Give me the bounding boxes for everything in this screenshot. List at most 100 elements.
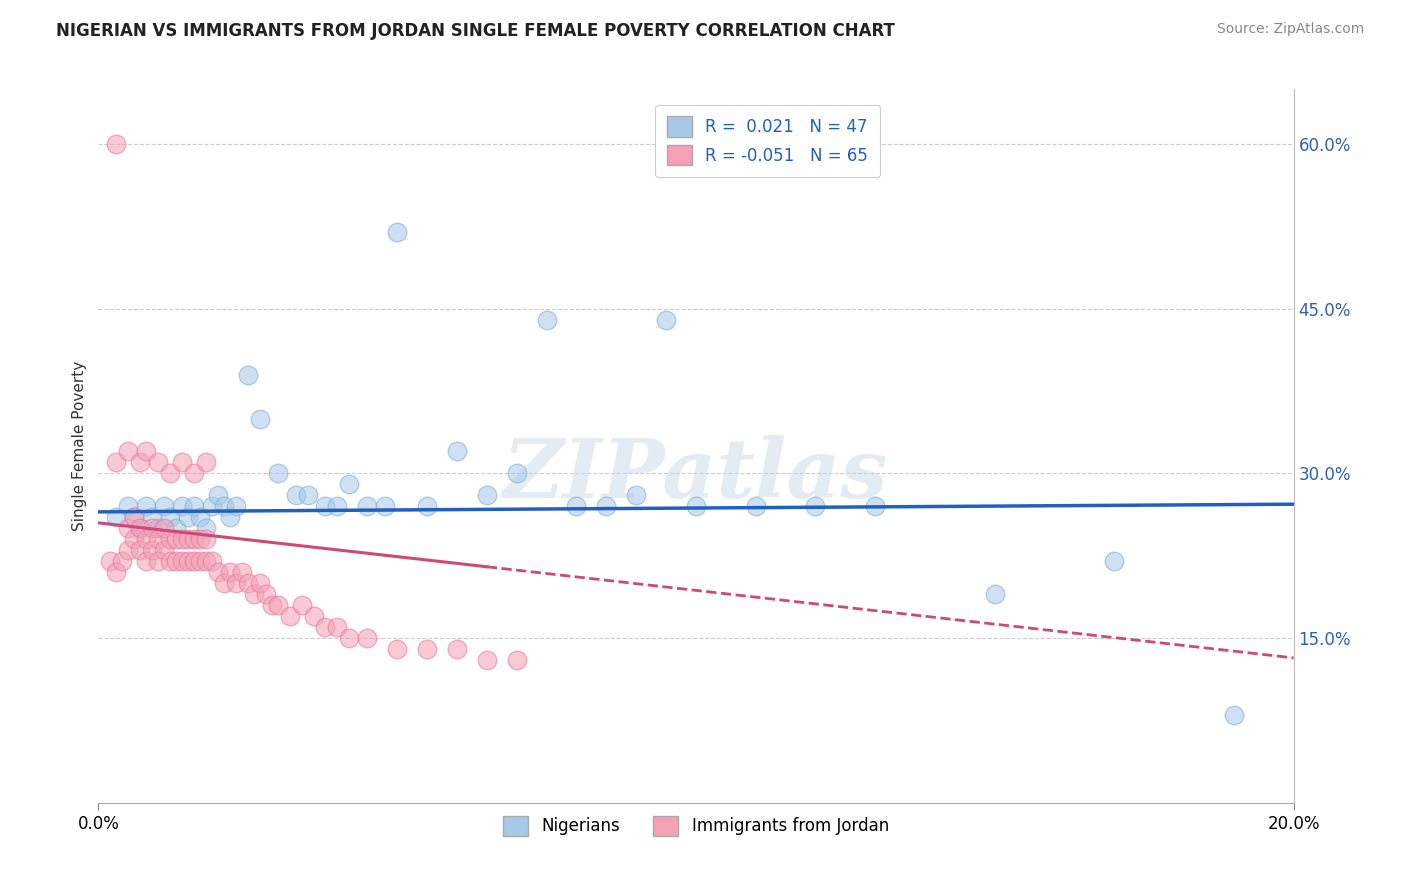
Point	[165, 554, 187, 568]
Point	[153, 500, 176, 514]
Point	[117, 521, 139, 535]
Point	[506, 467, 529, 481]
Point	[475, 653, 498, 667]
Point	[172, 533, 194, 547]
Point	[105, 455, 128, 469]
Point	[315, 620, 337, 634]
Point	[195, 455, 218, 469]
Point	[129, 543, 152, 558]
Point	[356, 500, 378, 514]
Point	[183, 554, 205, 568]
Point	[177, 510, 200, 524]
Point	[124, 510, 146, 524]
Point	[141, 510, 163, 524]
Point	[626, 488, 648, 502]
Point	[278, 609, 301, 624]
Point	[243, 587, 266, 601]
Point	[284, 488, 307, 502]
Point	[188, 533, 211, 547]
Point	[446, 444, 468, 458]
Point	[212, 576, 235, 591]
Point	[159, 554, 181, 568]
Point	[195, 533, 218, 547]
Point	[984, 587, 1007, 601]
Point	[219, 566, 242, 580]
Point	[339, 631, 361, 645]
Point	[260, 598, 283, 612]
Point	[565, 500, 588, 514]
Point	[374, 500, 396, 514]
Point	[124, 533, 146, 547]
Point	[267, 598, 290, 612]
Point	[183, 533, 205, 547]
Point	[195, 521, 218, 535]
Point	[188, 510, 211, 524]
Point	[172, 554, 194, 568]
Point	[105, 566, 128, 580]
Point	[225, 576, 247, 591]
Point	[135, 533, 157, 547]
Point	[685, 500, 707, 514]
Point	[172, 455, 194, 469]
Point	[416, 642, 439, 657]
Point	[195, 554, 218, 568]
Point	[135, 554, 157, 568]
Point	[212, 500, 235, 514]
Point	[129, 455, 152, 469]
Point	[339, 477, 361, 491]
Point	[446, 642, 468, 657]
Point	[506, 653, 529, 667]
Point	[1104, 554, 1126, 568]
Point	[159, 467, 181, 481]
Point	[291, 598, 314, 612]
Point	[804, 500, 827, 514]
Point	[595, 500, 617, 514]
Point	[111, 554, 134, 568]
Point	[135, 500, 157, 514]
Point	[745, 500, 768, 514]
Point	[655, 312, 678, 326]
Point	[117, 500, 139, 514]
Text: ZIPatlas: ZIPatlas	[503, 434, 889, 515]
Point	[201, 554, 224, 568]
Point	[188, 554, 211, 568]
Point	[159, 533, 181, 547]
Point	[385, 642, 409, 657]
Point	[172, 500, 194, 514]
Point	[475, 488, 498, 502]
Point	[141, 543, 163, 558]
Legend: Nigerians, Immigrants from Jordan: Nigerians, Immigrants from Jordan	[495, 807, 897, 845]
Point	[865, 500, 887, 514]
Point	[183, 500, 205, 514]
Point	[105, 510, 128, 524]
Point	[225, 500, 247, 514]
Point	[177, 533, 200, 547]
Point	[153, 543, 176, 558]
Point	[124, 510, 146, 524]
Point	[153, 521, 176, 535]
Point	[117, 543, 139, 558]
Point	[165, 521, 187, 535]
Point	[385, 225, 409, 239]
Point	[117, 444, 139, 458]
Point	[207, 566, 229, 580]
Point	[1223, 708, 1246, 723]
Point	[249, 411, 271, 425]
Point	[129, 521, 152, 535]
Point	[207, 488, 229, 502]
Point	[98, 554, 122, 568]
Point	[231, 566, 253, 580]
Text: Source: ZipAtlas.com: Source: ZipAtlas.com	[1216, 22, 1364, 37]
Text: NIGERIAN VS IMMIGRANTS FROM JORDAN SINGLE FEMALE POVERTY CORRELATION CHART: NIGERIAN VS IMMIGRANTS FROM JORDAN SINGL…	[56, 22, 896, 40]
Point	[148, 455, 170, 469]
Point	[236, 368, 259, 382]
Point	[267, 467, 290, 481]
Point	[177, 554, 200, 568]
Point	[249, 576, 271, 591]
Point	[536, 312, 558, 326]
Point	[165, 533, 187, 547]
Point	[219, 510, 242, 524]
Y-axis label: Single Female Poverty: Single Female Poverty	[72, 361, 87, 531]
Point	[183, 467, 205, 481]
Point	[148, 533, 170, 547]
